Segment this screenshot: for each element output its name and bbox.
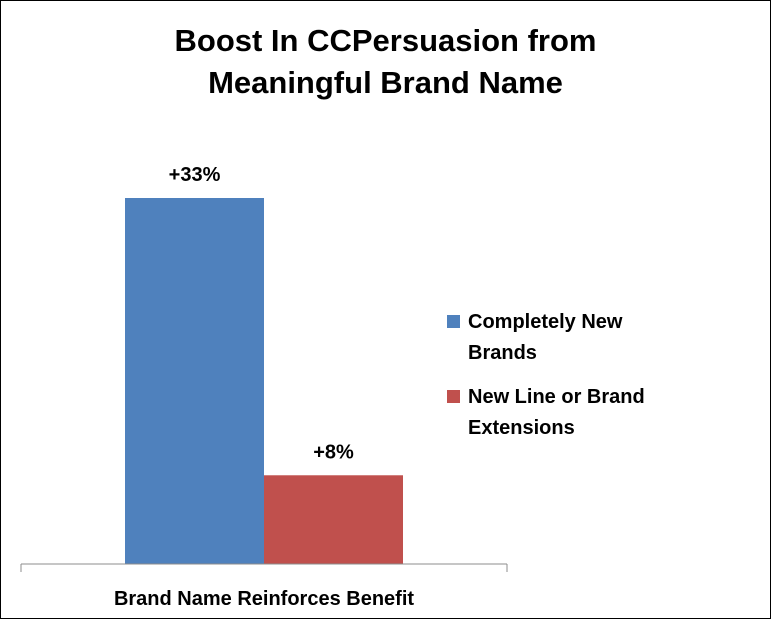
x-category-label: Brand Name Reinforces Benefit	[114, 588, 414, 610]
bar-completely-new-brands	[125, 198, 264, 564]
chart-title-line-2: Meaningful Brand Name	[208, 65, 563, 100]
data-label-completely-new-brands: +33%	[169, 164, 221, 186]
legend-swatch-new-line-or-brand-extensions	[447, 390, 460, 403]
legend-label-completely-new-brands: Completely New Brands	[468, 311, 623, 364]
legend-item-completely-new-brands: Completely New Brands	[447, 307, 678, 369]
legend-swatch-completely-new-brands	[447, 315, 460, 328]
chart-legend: Completely New Brands New Line or Brand …	[447, 307, 678, 457]
legend-label-new-line-or-brand-extensions: New Line or Brand Extensions	[468, 386, 645, 439]
data-label-new-line-or-brand-extensions: +8%	[313, 441, 354, 463]
bar-new-line-or-brand-extensions	[264, 475, 403, 564]
chart-title-line-1: Boost In CCPersuasion from	[174, 23, 597, 58]
legend-item-new-line-or-brand-extensions: New Line or Brand Extensions	[447, 382, 678, 444]
chart-title: Boost In CCPersuasion from Meaningful Br…	[0, 20, 771, 104]
